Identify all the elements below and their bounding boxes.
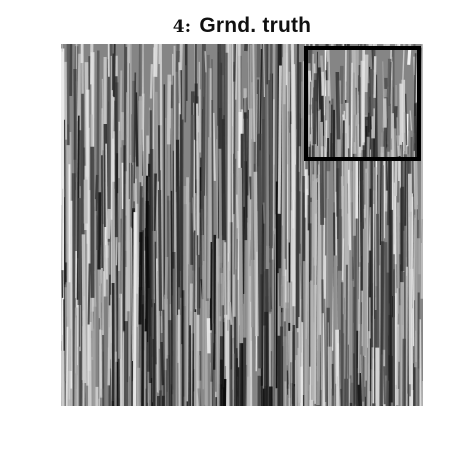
panel-title: 4: Grnd. truth bbox=[0, 14, 469, 38]
panel-index: 4: bbox=[172, 17, 192, 37]
zoom-inset bbox=[304, 46, 421, 161]
panel-title-text: Grnd. truth bbox=[199, 14, 312, 37]
zoom-inset-texture bbox=[308, 50, 417, 157]
